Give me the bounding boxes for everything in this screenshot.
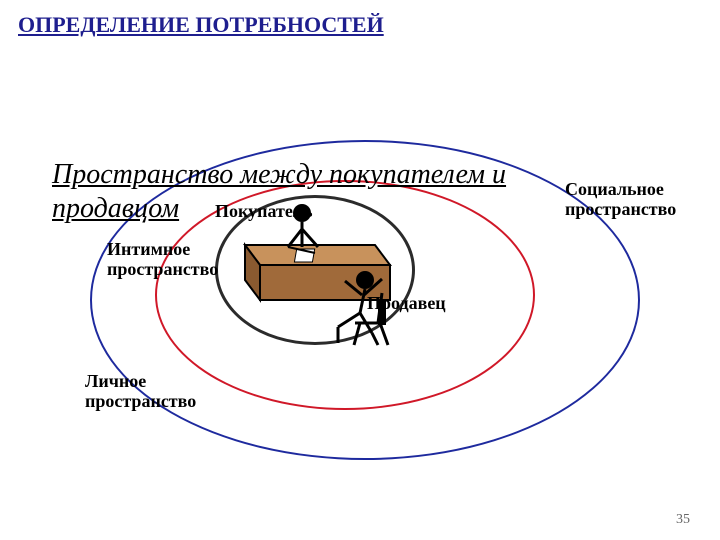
label-personal-text: Личное пространство (85, 371, 196, 411)
slide-title: ОПРЕДЕЛЕНИЕ ПОТРЕБНОСТЕЙ (18, 12, 384, 38)
subtitle-line2: продавцом (52, 193, 179, 224)
label-intimate-text: Интимное пространство (107, 239, 218, 279)
subtitle: Пространство между покупателем и продавц… (52, 158, 506, 225)
page-number: 35 (676, 512, 690, 528)
label-social: Социальное пространство (565, 180, 715, 220)
label-intimate: Интимное пространство (107, 240, 237, 280)
label-social-text: Социальное пространство (565, 179, 676, 219)
subtitle-line1: Пространство между покупателем и (52, 159, 506, 190)
label-seller: Продавец (367, 294, 446, 314)
label-personal: Личное пространство (85, 372, 225, 412)
